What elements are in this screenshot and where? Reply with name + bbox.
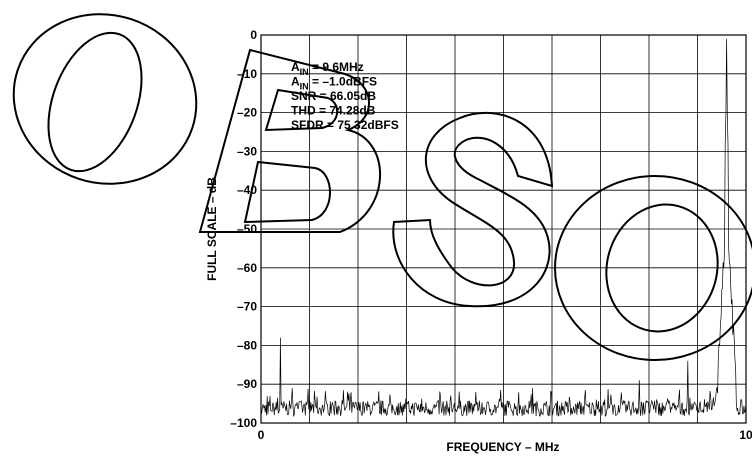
y-axis-title: FULL SCALE – dB [205, 177, 219, 281]
y-tick-label: –60 [237, 261, 257, 275]
y-tick-label: 0 [250, 28, 257, 42]
annotation-line: SFDR = 75.32dBFS [291, 118, 399, 132]
y-tick-label: –90 [237, 377, 257, 391]
annotation-line: AIN = 9.6MHz [291, 60, 364, 77]
y-tick-label: –100 [230, 416, 257, 430]
y-tick-labels: 0 –10 –20 –30 –40 –50 –60 –70 –80 –90 –100 [230, 28, 257, 430]
watermark-letter-o-2 [554, 175, 752, 361]
annotation-line: AIN = –1.0dBFS [291, 75, 377, 92]
chart-grid [261, 35, 746, 423]
watermark-letter-o-1 [12, 13, 198, 185]
y-tick-label: –80 [237, 338, 257, 352]
y-tick-label: –20 [237, 106, 257, 120]
y-tick-label: –50 [237, 222, 257, 236]
x-tick-label: 0 [258, 428, 265, 442]
y-tick-label: –40 [237, 183, 257, 197]
x-axis-title: FREQUENCY – MHz [446, 440, 559, 454]
obsolete-watermark [12, 13, 752, 361]
annotation-line: SNR = 66.05dB [291, 89, 376, 103]
y-tick-label: –10 [237, 67, 257, 81]
spectrum-trace [260, 38, 747, 417]
annotation-line: THD = 74.28dB [291, 104, 376, 118]
y-tick-label: –30 [237, 144, 257, 158]
x-tick-label: 10 [739, 428, 752, 442]
watermark-letter-b [198, 48, 381, 233]
watermark-letter-s [392, 111, 554, 308]
spectrum-series [260, 38, 747, 417]
y-tick-label: –70 [237, 300, 257, 314]
x-tick-labels: 0 10 [258, 428, 752, 442]
